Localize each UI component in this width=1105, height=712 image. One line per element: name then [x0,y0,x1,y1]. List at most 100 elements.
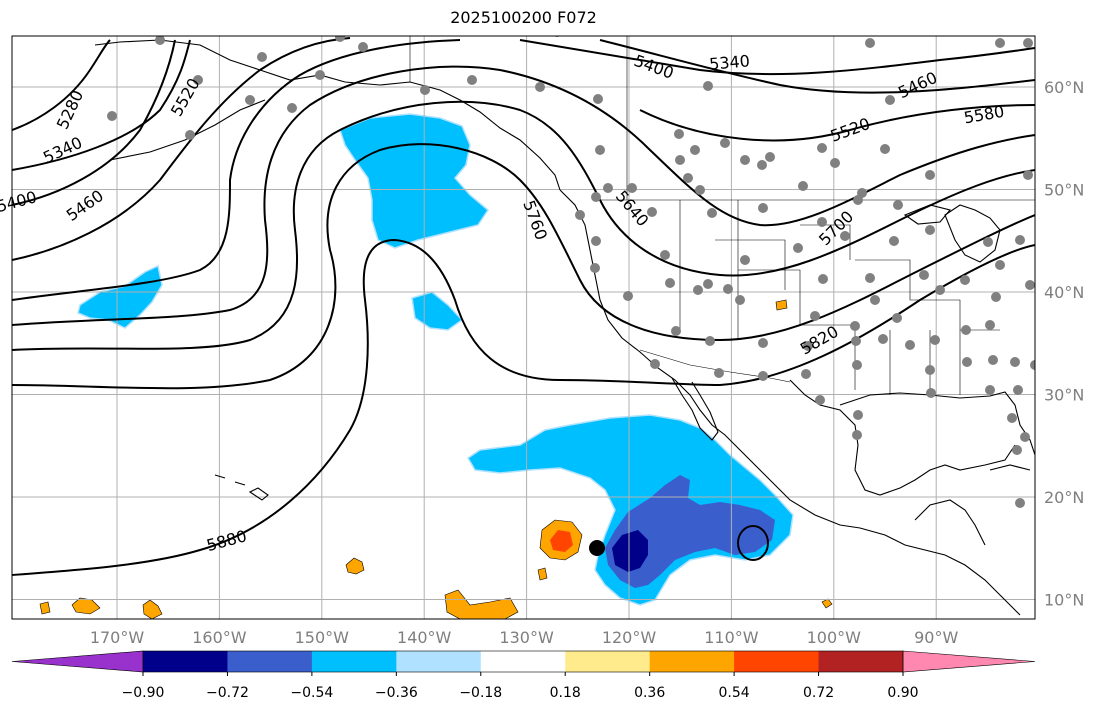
colorbar-tick-label: 0.18 [550,685,581,701]
station-dot [815,395,825,405]
station-dot [1010,357,1020,367]
station-dot [650,359,660,369]
station-dot [853,410,863,420]
strong-negative-anomaly-region [605,475,775,588]
colorbar-tick-label: −0.72 [206,685,249,701]
station-dot [961,325,971,335]
station-dot [840,231,850,241]
colorbar-bin [396,651,482,672]
station-dot [962,357,972,367]
station-dot [758,371,768,381]
station-dot [1012,445,1022,455]
station-dot [575,210,585,220]
station-dot [1015,235,1025,245]
colorbar-tick-label: −0.90 [122,685,165,701]
baja-california [671,377,719,441]
longitude-tick-label: 130°W [499,628,554,647]
station-dot [851,336,861,346]
colorbar [11,650,1036,673]
longitude-tick-labels: 170°W 160°W 150°W 140°W 130°W 120°W 110°W 100°W… [90,628,959,647]
station-dot [878,334,888,344]
station-dot [830,158,840,168]
station-dot [852,360,862,370]
station-dot [1020,432,1030,442]
station-dot [707,208,717,218]
station-dot [671,326,681,336]
station-dot [1023,170,1033,180]
colorbar-tick-label: −0.54 [290,685,333,701]
station-dot [690,145,700,155]
station-dot [817,143,827,153]
station-dot [593,94,603,104]
station-dot [590,263,600,273]
station-dot [926,388,936,398]
station-dot [627,183,637,193]
colorbar-tick-label: −0.18 [459,685,502,701]
yucatan [914,499,986,546]
station-dot [683,173,693,183]
colorbar-tick-label: 0.90 [887,685,918,701]
colorbar-bin [565,651,651,672]
station-dot [983,237,993,247]
positive-anomaly-region [775,299,788,311]
station-dot [467,75,477,85]
aleutian-islands [109,99,266,161]
great-lakes [944,204,1001,263]
station-dot [623,291,633,301]
colorbar-bin [143,651,228,672]
positive-anomaly-region [71,597,101,615]
station-dot [870,295,880,305]
station-dot [591,192,601,202]
map-layers [12,36,1035,619]
colorbar-bin [480,651,566,672]
station-dot [660,250,670,260]
colorbar-bin [734,651,820,672]
station-dot [245,95,255,105]
station-dot [287,103,297,113]
latitude-tick-label: 50°N [1044,181,1084,200]
positive-anomaly-region [39,601,51,615]
station-dot [703,279,713,289]
latitude-tick-label: 40°N [1044,283,1084,302]
station-dot [991,292,1001,302]
alaska-coastline [94,39,561,191]
hawaii [214,474,269,501]
station-dot [758,338,768,348]
colorbar-outline [142,650,904,673]
station-dot [723,284,733,294]
station-dot [892,313,902,323]
station-dot [865,273,875,283]
station-dot [995,260,1005,270]
central-america [859,527,1021,616]
station-dot [985,320,995,330]
station-dot [595,145,605,155]
station-dot [893,200,903,210]
station-dot [193,75,203,85]
station-dot [703,81,713,91]
station-dot [935,285,945,295]
station-dot [865,38,875,48]
station-dot [803,341,813,351]
station-dot [420,85,430,95]
coastlines [94,39,1035,616]
station-dot [889,236,899,246]
positive-anomaly-region [345,557,365,575]
negative-anomaly-region [466,414,794,606]
colorbar-tick-label: 0.36 [634,685,665,701]
colorbar-tick-labels: −0.90 −0.72 −0.54 −0.36 −0.18 0.18 0.36 0.54 0.7… [122,672,919,701]
station-dot [1023,38,1033,48]
strong-positive-anomaly-region [550,530,573,552]
station-dot [693,285,703,295]
colorbar-tick-label: 0.72 [803,685,834,701]
station-dot [925,225,935,235]
station-dot [852,430,862,440]
station-dot [155,36,165,45]
colorbar-bin [227,651,313,672]
positive-anomaly-region [444,589,519,619]
station-dot [801,369,811,379]
longitude-tick-label: 110°W [704,628,759,647]
station-dot [960,275,970,285]
gulf-coast [789,379,1016,496]
station-dot [818,274,828,284]
